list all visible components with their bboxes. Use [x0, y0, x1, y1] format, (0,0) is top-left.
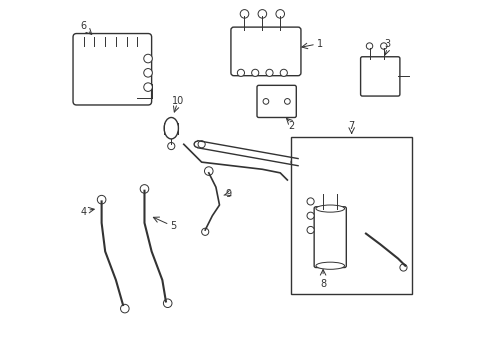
Bar — [290, 137, 411, 294]
Circle shape — [265, 69, 272, 76]
Circle shape — [263, 99, 268, 104]
Circle shape — [366, 43, 372, 49]
Circle shape — [143, 54, 152, 63]
Text: 8: 8 — [319, 279, 325, 289]
Circle shape — [237, 69, 244, 76]
Circle shape — [380, 43, 386, 49]
FancyBboxPatch shape — [230, 27, 300, 76]
Circle shape — [97, 195, 106, 204]
Text: 4: 4 — [81, 207, 87, 217]
Circle shape — [258, 10, 266, 18]
Circle shape — [296, 159, 302, 165]
Circle shape — [143, 68, 152, 77]
FancyBboxPatch shape — [73, 33, 151, 105]
Ellipse shape — [315, 262, 344, 269]
Circle shape — [201, 228, 208, 235]
Circle shape — [284, 99, 290, 104]
Circle shape — [163, 299, 172, 307]
Text: 6: 6 — [81, 21, 87, 31]
Circle shape — [204, 167, 213, 175]
FancyBboxPatch shape — [313, 207, 346, 267]
Text: 7: 7 — [348, 121, 354, 131]
Text: 1: 1 — [316, 39, 322, 49]
Circle shape — [280, 69, 287, 76]
Text: 10: 10 — [172, 96, 184, 107]
Circle shape — [399, 264, 406, 271]
Circle shape — [251, 69, 258, 76]
Text: 5: 5 — [170, 221, 176, 231]
Circle shape — [198, 141, 205, 148]
Circle shape — [143, 83, 152, 91]
Ellipse shape — [164, 117, 178, 139]
Text: 9: 9 — [225, 189, 231, 199]
Text: 3: 3 — [384, 39, 389, 49]
FancyBboxPatch shape — [257, 85, 296, 117]
Ellipse shape — [315, 205, 344, 212]
Text: 2: 2 — [287, 121, 293, 131]
Circle shape — [306, 226, 313, 234]
FancyBboxPatch shape — [360, 57, 399, 96]
Circle shape — [121, 304, 129, 313]
Circle shape — [167, 143, 175, 150]
Circle shape — [275, 10, 284, 18]
Circle shape — [240, 10, 248, 18]
Circle shape — [306, 198, 313, 205]
Circle shape — [140, 185, 148, 193]
Circle shape — [306, 212, 313, 219]
Circle shape — [290, 158, 298, 166]
